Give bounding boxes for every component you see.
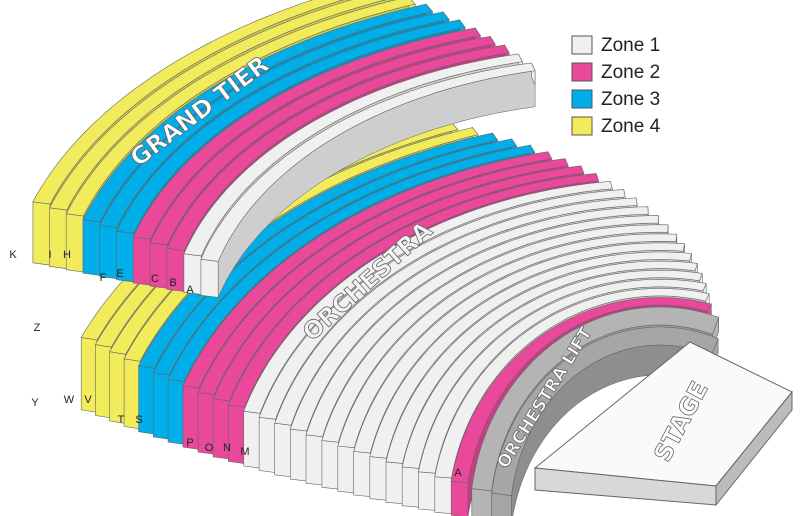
row [227,173,599,408]
row-end [289,428,308,482]
row [369,251,692,459]
row [200,62,536,262]
row [243,180,613,414]
legend: Zone 1 Zone 2 Zone 3 Zone 4 [571,35,661,137]
row-end [95,344,112,419]
row-label: S [135,414,142,426]
row [471,306,720,492]
row-end [385,461,403,505]
row-end [274,422,292,478]
row [32,0,344,205]
row-end [369,456,387,501]
row [337,233,678,449]
row-label: F [100,272,107,284]
legend-label: Zone 1 [601,35,660,56]
row-end [305,434,323,486]
row-end [132,236,151,286]
row [65,0,416,217]
stage-side [715,390,793,507]
legend-label: Zone 2 [601,62,660,83]
row-label: I [48,249,51,261]
row [258,189,626,420]
row-end [65,213,84,273]
row-end [353,451,371,497]
row-end [258,416,276,473]
grand-tier-section [32,0,536,298]
row-end [401,466,420,508]
row-end [82,219,101,276]
legend-swatch [571,89,593,109]
row-label: N [223,442,231,454]
row-label: C [151,273,159,285]
row [274,197,638,426]
row [82,3,433,223]
row [99,11,450,229]
row-end [491,492,512,516]
row-end [321,440,339,490]
row-end [434,476,452,514]
row-end [337,445,355,494]
row-end [109,351,126,424]
row [182,151,553,389]
row [115,19,466,234]
row-label: A [454,467,462,479]
row-end [450,481,469,516]
row-label: A [186,284,194,296]
legend-swatch [571,62,593,82]
row [197,158,569,395]
row-label: P [186,437,193,449]
orchestra-section [80,113,712,516]
row [149,36,496,246]
row [401,269,703,469]
row-end [200,258,219,298]
row-end [243,410,261,469]
row [152,138,517,376]
row [212,165,585,402]
row [166,44,510,251]
legend-swatch [571,35,593,55]
row-end [99,225,118,280]
row-label: W [64,394,75,406]
row-riser-shade [218,70,536,298]
row [167,144,536,382]
row-label: E [116,268,123,280]
row-label: Z [34,322,41,334]
legend-swatch [571,116,593,136]
row [49,0,386,211]
legend-label: Zone 3 [601,89,660,110]
row [289,206,649,432]
row-label: Y [31,397,39,409]
row-end [418,471,436,511]
row-label: V [84,394,92,406]
row-label: T [118,414,125,426]
row [418,278,707,474]
row-label: O [205,442,214,454]
row [183,53,523,257]
row [385,260,698,464]
row-label: M [240,446,249,458]
row [132,27,481,240]
row [321,224,669,443]
row-end [153,372,170,440]
row [353,242,685,454]
row [434,288,710,479]
row [305,215,659,438]
row-label: H [63,249,71,261]
row-end [471,488,493,516]
row-label: K [9,249,17,261]
legend-label: Zone 4 [601,116,661,137]
row-end [167,378,185,445]
stage [533,341,793,507]
row [450,297,712,484]
row-label: B [169,277,176,289]
